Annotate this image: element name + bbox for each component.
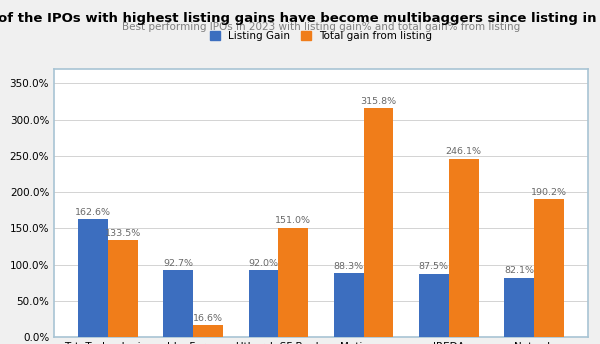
- Bar: [78, 219, 108, 337]
- Text: 92.0%: 92.0%: [248, 259, 278, 268]
- Bar: [419, 274, 449, 337]
- Title: Best performing IPOs in 2023 with listing gain% and total gain% from listing: Best performing IPOs in 2023 with listin…: [122, 22, 520, 32]
- Bar: [334, 273, 364, 337]
- Bar: [534, 199, 564, 337]
- Bar: [193, 325, 223, 337]
- Text: 87.5%: 87.5%: [419, 262, 449, 271]
- Text: 315.8%: 315.8%: [361, 97, 397, 106]
- Text: 246.1%: 246.1%: [446, 148, 482, 157]
- Text: 92.7%: 92.7%: [163, 259, 193, 268]
- Bar: [364, 108, 394, 337]
- Text: 162.6%: 162.6%: [75, 208, 111, 217]
- Bar: [163, 270, 193, 337]
- Text: Five of the IPOs with highest listing gains have become multibaggers since listi: Five of the IPOs with highest listing ga…: [0, 12, 600, 25]
- Text: 133.5%: 133.5%: [105, 229, 141, 238]
- Text: 16.6%: 16.6%: [193, 314, 223, 323]
- Text: 190.2%: 190.2%: [531, 188, 567, 197]
- Legend: Listing Gain, Total gain from listing: Listing Gain, Total gain from listing: [205, 27, 437, 45]
- Bar: [449, 159, 479, 337]
- Bar: [278, 228, 308, 337]
- Bar: [108, 240, 138, 337]
- Text: 82.1%: 82.1%: [504, 266, 534, 276]
- Bar: [504, 278, 534, 337]
- Text: 151.0%: 151.0%: [275, 216, 311, 225]
- Text: 88.3%: 88.3%: [334, 262, 364, 271]
- Bar: [248, 270, 278, 337]
